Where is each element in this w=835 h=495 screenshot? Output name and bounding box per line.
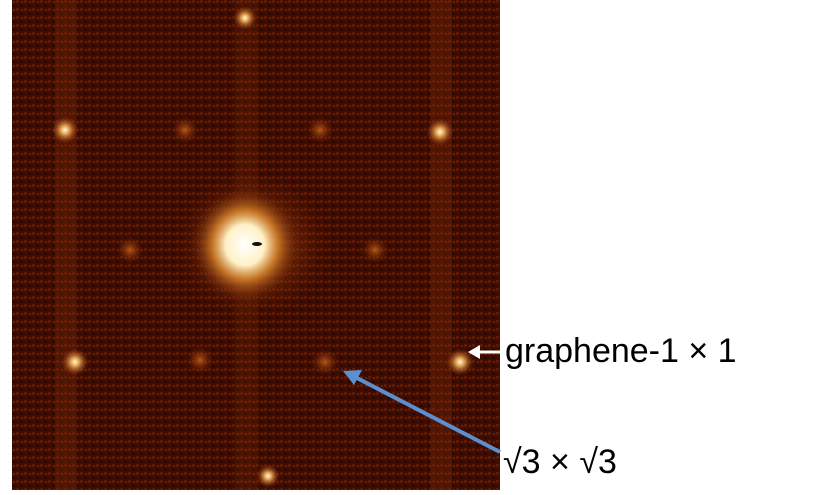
page: graphene-1 × 1 √3 × √3 (() => { const da…: [0, 0, 835, 490]
fft-image: [12, 0, 500, 490]
graphene-label: graphene-1 × 1: [505, 332, 737, 370]
figure: graphene-1 × 1 √3 × √3: [0, 0, 835, 490]
sqrt3-label: √3 × √3: [503, 443, 617, 481]
